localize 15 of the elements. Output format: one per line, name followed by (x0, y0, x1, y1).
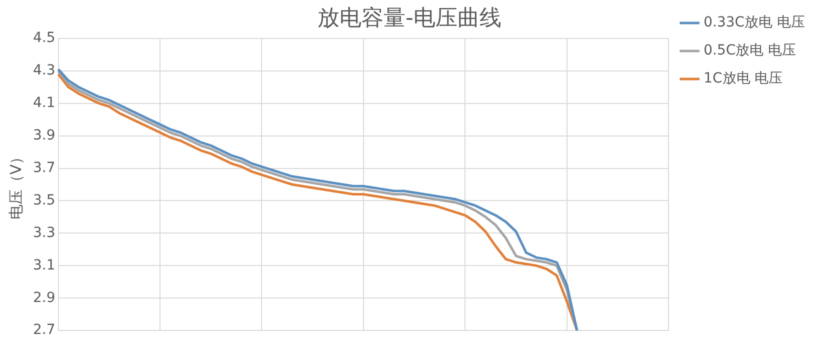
legend-label: 1C放电 电压 (704, 70, 783, 87)
legend-label: 0.5C放电 电压 (704, 42, 796, 59)
legend-label: 0.33C放电 电压 (704, 14, 806, 31)
y-tick-label: 3.5 (33, 192, 56, 208)
y-tick-label: 4.3 (33, 62, 56, 79)
y-tick-label: 3.7 (33, 160, 56, 176)
y-tick-label: 2.7 (33, 322, 56, 338)
y-axis-title: 电压（V） (6, 149, 25, 220)
y-tick-label: 4.5 (33, 30, 56, 46)
chart-title: 放电容量-电压曲线 (318, 6, 502, 31)
y-tick-label: 2.9 (33, 290, 56, 306)
y-tick-label: 4.1 (33, 94, 56, 111)
y-tick-label: 3.1 (33, 257, 56, 274)
y-tick-label: 3.9 (33, 127, 56, 144)
y-tick-label: 3.3 (33, 224, 56, 241)
